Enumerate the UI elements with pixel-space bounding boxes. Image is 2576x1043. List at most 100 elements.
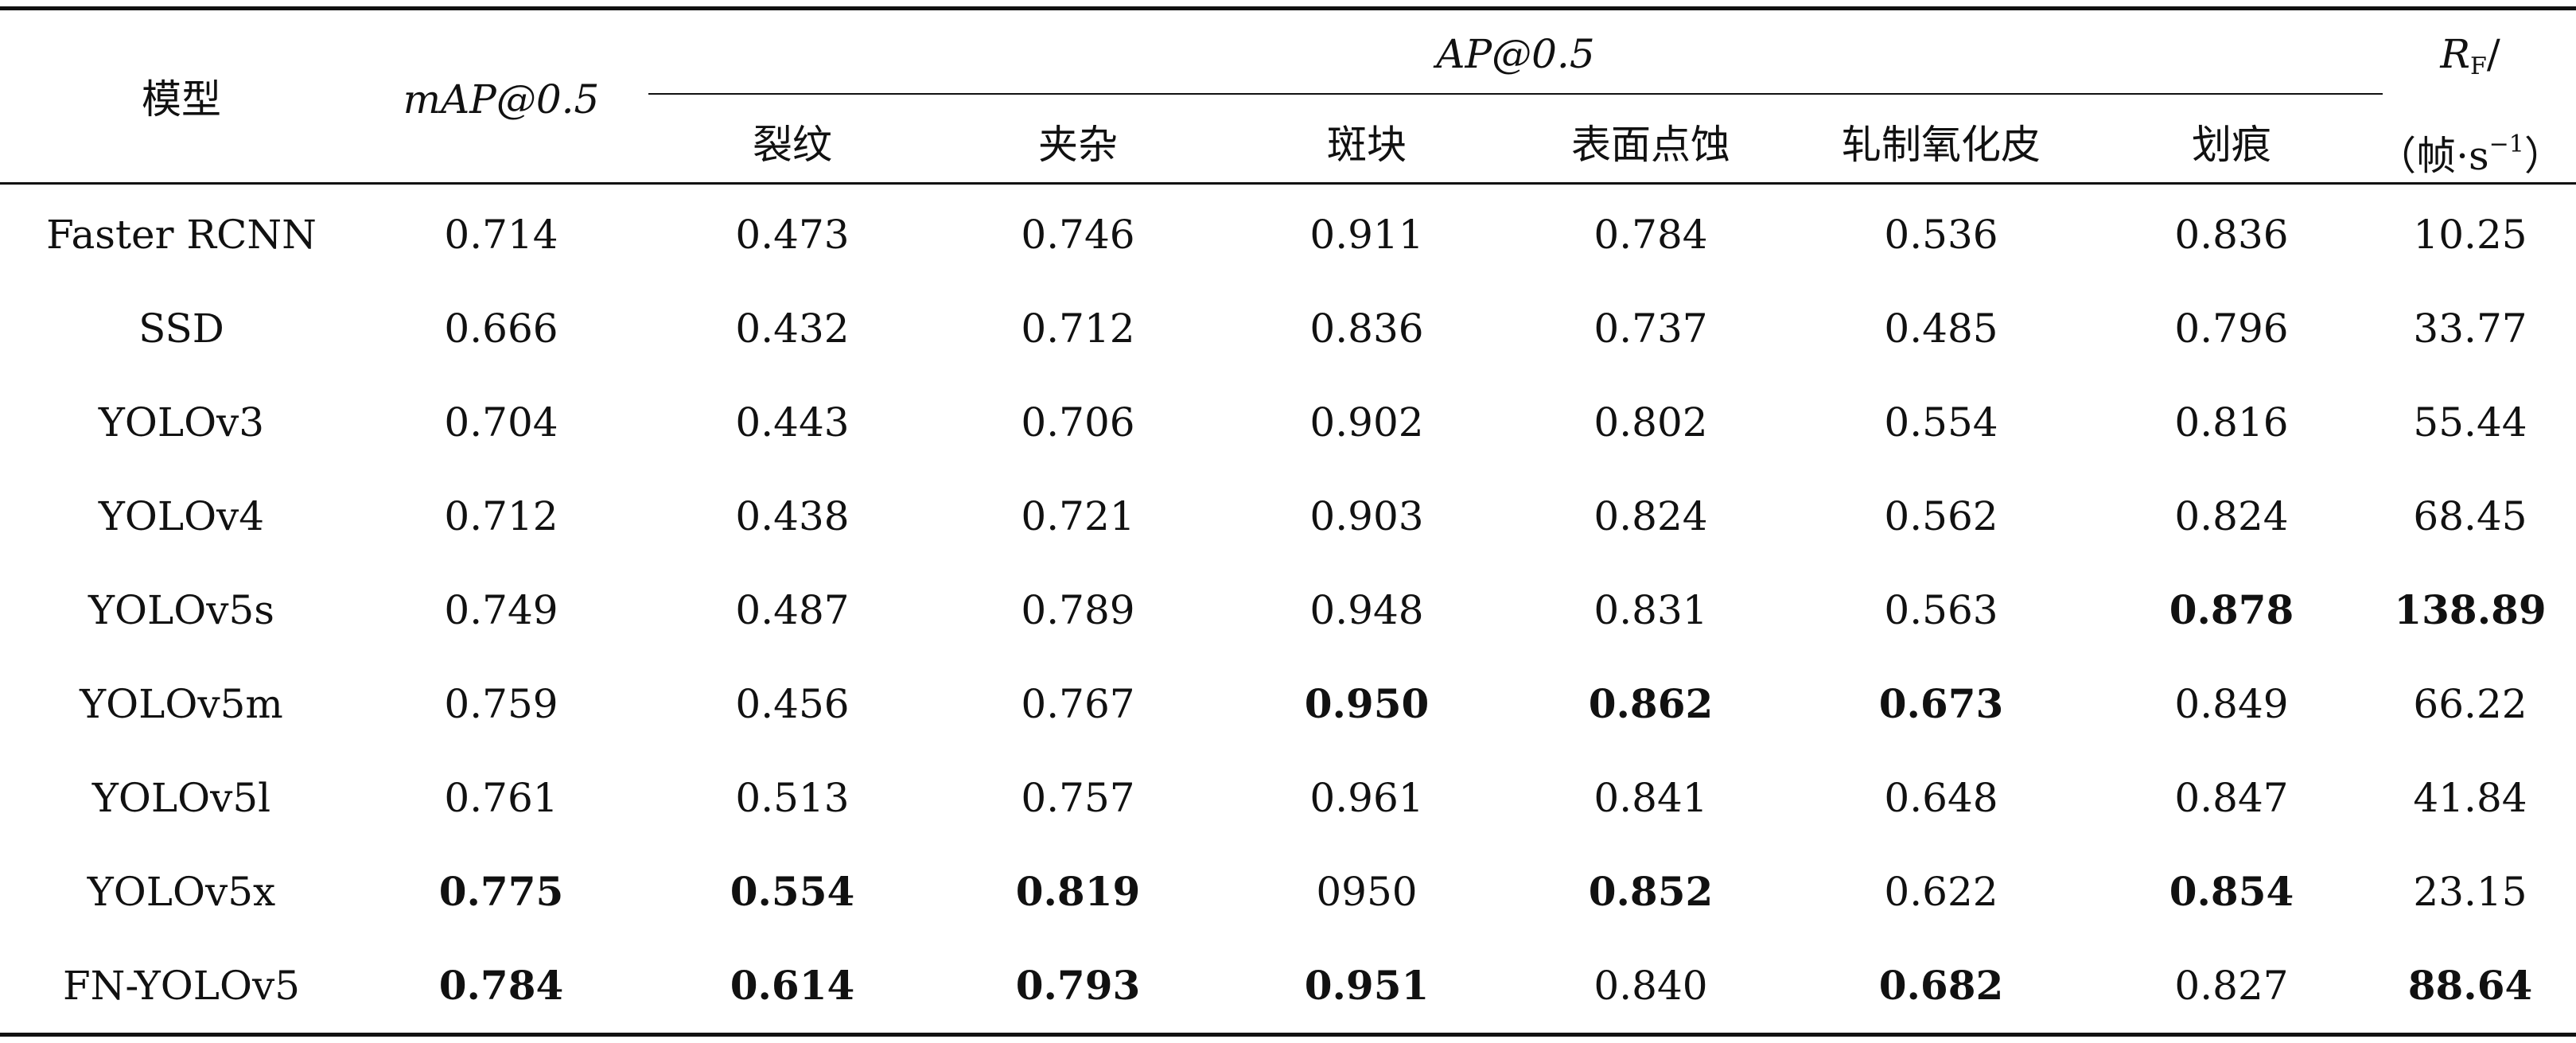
header-map: mAP@0.5: [403, 76, 600, 123]
row-ap-value: 0.706: [1021, 399, 1135, 446]
row-rf-value: 23.15: [2413, 869, 2527, 915]
row-ap-value: 0.796: [2174, 306, 2289, 352]
row-ap-value: 0.824: [1593, 493, 1708, 539]
row-ap-value: 0.948: [1309, 587, 1424, 633]
row-map-value: 0.666: [444, 306, 558, 352]
row-model-name: SSD: [138, 306, 224, 352]
header-ap-group: AP@0.5: [1436, 31, 1595, 77]
row-ap-value: 0.432: [735, 306, 850, 352]
row-ap-value: 0.456: [735, 681, 850, 727]
row-ap-value: 0.827: [2174, 963, 2289, 1009]
header-rf-slash: /: [2486, 31, 2500, 77]
row-ap-value: 0.854: [2169, 868, 2294, 915]
header-class-inclusion: 夹杂: [1038, 122, 1118, 168]
row-ap-value: 0.757: [1021, 775, 1135, 821]
row-map-value: 0.714: [444, 212, 558, 258]
row-map-value: 0.712: [444, 493, 558, 539]
row-rf-value: 68.45: [2413, 493, 2527, 539]
table-bottom-rule: [0, 1033, 2576, 1037]
header-rf-unit-open: （帧·s: [2376, 133, 2489, 179]
row-rf-value: 138.89: [2394, 586, 2547, 633]
row-model-name: YOLOv4: [98, 493, 265, 539]
row-ap-value: 0.961: [1309, 775, 1424, 821]
row-ap-value: 0.682: [1878, 962, 2004, 1009]
row-ap-value: 0.562: [1884, 493, 1998, 539]
row-ap-value: 0.487: [735, 587, 850, 633]
row-ap-value: 0.903: [1309, 493, 1424, 539]
row-ap-value: 0.767: [1021, 681, 1135, 727]
row-ap-value: 0.824: [2174, 493, 2289, 539]
row-map-value: 0.759: [444, 681, 558, 727]
row-ap-value: 0.614: [730, 962, 855, 1009]
row-ap-value: 0.438: [735, 493, 850, 539]
row-ap-value: 0.849: [2174, 681, 2289, 727]
row-ap-value: 0.622: [1884, 869, 1998, 915]
row-ap-value: 0.951: [1304, 962, 1430, 1009]
row-map-value: 0.704: [444, 399, 558, 446]
row-ap-value: 0.673: [1878, 680, 2004, 727]
header-model: 模型: [142, 76, 221, 123]
row-ap-value: 0.746: [1021, 212, 1135, 258]
row-ap-value: 0.950: [1304, 680, 1430, 727]
row-ap-value: 0.836: [1309, 306, 1424, 352]
row-ap-value: 0.836: [2174, 212, 2289, 258]
row-model-name: FN-YOLOv5: [62, 963, 301, 1009]
row-ap-value: 0.443: [735, 399, 850, 446]
row-ap-value: 0.841: [1593, 775, 1708, 821]
row-ap-value: 0.793: [1015, 962, 1141, 1009]
row-ap-value: 0.712: [1021, 306, 1135, 352]
row-ap-value: 0.721: [1021, 493, 1135, 539]
header-rf: RF/: [2440, 30, 2500, 80]
row-ap-value: 0.862: [1588, 680, 1714, 727]
row-model-name: YOLOv5s: [88, 587, 274, 633]
row-ap-value: 0.536: [1884, 212, 1998, 258]
row-ap-value: 0.485: [1884, 306, 1998, 352]
row-ap-value: 0.819: [1015, 868, 1141, 915]
row-ap-value: 0.473: [735, 212, 850, 258]
row-model-name: YOLOv5l: [91, 775, 271, 821]
row-rf-value: 10.25: [2413, 212, 2527, 258]
row-ap-value: 0950: [1316, 869, 1418, 915]
row-model-name: YOLOv5x: [87, 869, 276, 915]
row-map-value: 0.775: [438, 868, 564, 915]
row-ap-value: 0.831: [1593, 587, 1708, 633]
row-ap-value: 0.902: [1309, 399, 1424, 446]
row-model-name: Faster RCNN: [46, 212, 317, 258]
header-class-scratches: 划痕: [2192, 122, 2271, 168]
row-ap-value: 0.513: [735, 775, 850, 821]
row-ap-value: 0.789: [1021, 587, 1135, 633]
row-model-name: YOLOv5m: [80, 681, 283, 727]
row-ap-value: 0.847: [2174, 775, 2289, 821]
row-ap-value: 0.840: [1593, 963, 1708, 1009]
header-rf-main: R: [2440, 31, 2470, 77]
row-map-value: 0.784: [438, 962, 564, 1009]
header-rf-unit: （帧·s−1）: [2376, 121, 2564, 179]
header-class-rolled-scale: 轧制氧化皮: [1842, 122, 2041, 168]
row-ap-value: 0.784: [1593, 212, 1708, 258]
row-rf-value: 33.77: [2413, 306, 2527, 352]
row-rf-value: 55.44: [2413, 399, 2527, 446]
header-class-pitted-surface: 表面点蚀: [1571, 122, 1730, 168]
row-rf-value: 66.22: [2413, 681, 2527, 727]
row-ap-value: 0.554: [1884, 399, 1998, 446]
row-ap-value: 0.878: [2169, 586, 2294, 633]
ap-group-underline: [648, 93, 2383, 95]
row-ap-value: 0.911: [1309, 212, 1424, 258]
row-map-value: 0.761: [444, 775, 558, 821]
row-ap-value: 0.737: [1593, 306, 1708, 352]
header-rf-unit-sup: −1: [2488, 130, 2524, 158]
header-rf-unit-close: ）: [2523, 133, 2564, 179]
row-rf-value: 88.64: [2407, 962, 2533, 1009]
row-ap-value: 0.802: [1593, 399, 1708, 446]
table-top-rule: [0, 6, 2576, 10]
row-ap-value: 0.563: [1884, 587, 1998, 633]
row-map-value: 0.749: [444, 587, 558, 633]
row-ap-value: 0.648: [1884, 775, 1998, 821]
header-bottom-rule: [0, 182, 2576, 185]
row-ap-value: 0.554: [730, 868, 855, 915]
header-class-patches: 斑块: [1327, 122, 1407, 168]
header-rf-sub: F: [2469, 53, 2487, 80]
header-class-crack: 裂纹: [753, 122, 832, 168]
row-ap-value: 0.816: [2174, 399, 2289, 446]
